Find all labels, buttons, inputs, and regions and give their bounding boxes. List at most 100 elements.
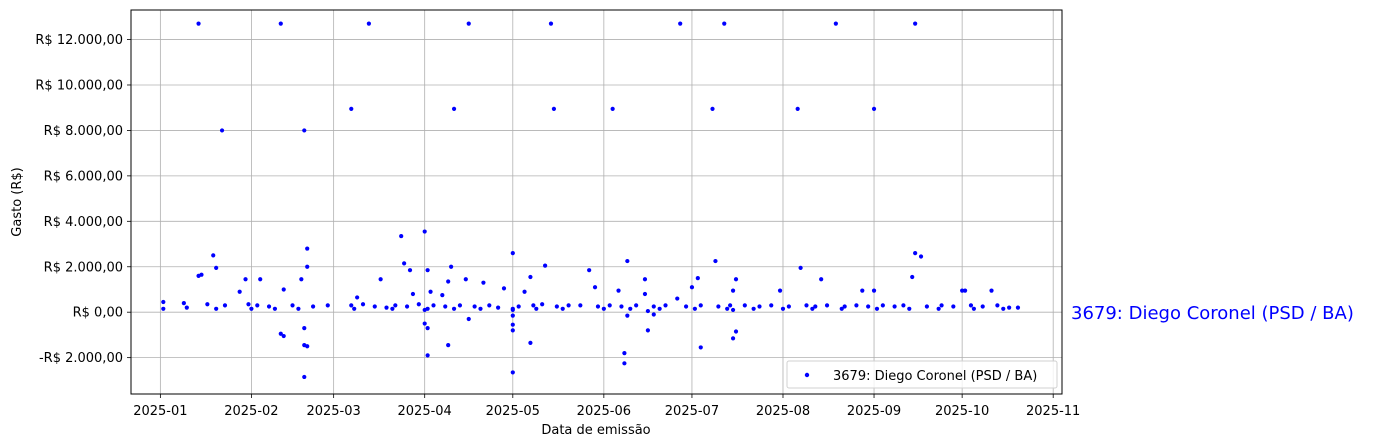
data-point	[410, 291, 416, 297]
plot-area	[130, 9, 1063, 395]
data-point	[622, 361, 627, 366]
data-point	[1007, 305, 1012, 310]
data-point	[428, 289, 433, 294]
data-point	[692, 306, 697, 311]
data-point	[487, 303, 492, 308]
series-side-label: 3679: Diego Coronel (PSD / BA)	[1071, 303, 1354, 324]
data-point	[971, 306, 976, 311]
data-point	[290, 303, 295, 308]
data-point	[399, 233, 404, 239]
data-point	[980, 304, 985, 309]
data-point	[543, 263, 548, 268]
data-point	[446, 343, 451, 348]
x-tick-label: 2025-01	[133, 404, 187, 419]
data-point	[246, 302, 251, 307]
data-point	[936, 306, 941, 311]
data-point	[522, 289, 527, 294]
data-point	[443, 304, 448, 309]
legend-box	[786, 360, 1058, 389]
data-point	[305, 246, 310, 251]
data-point	[675, 296, 680, 301]
x-tick-label: 2025-03	[306, 404, 360, 419]
data-point	[924, 304, 930, 309]
data-point	[601, 306, 606, 311]
x-tick-label: 2025-06	[577, 404, 631, 419]
data-point	[839, 306, 844, 311]
data-point	[425, 268, 430, 273]
data-point	[349, 303, 354, 308]
x-tick-label: 2025-07	[665, 404, 719, 419]
data-point	[795, 106, 800, 111]
data-point	[560, 306, 565, 311]
data-point	[616, 288, 621, 293]
data-point	[551, 106, 557, 111]
data-point	[258, 277, 263, 282]
data-point	[302, 128, 307, 133]
data-point	[874, 306, 880, 311]
data-point	[366, 21, 371, 26]
data-point	[951, 304, 956, 309]
data-point	[255, 303, 260, 308]
data-point	[384, 305, 389, 310]
data-point	[710, 106, 715, 111]
data-point	[237, 289, 242, 294]
x-tick-label: 2025-04	[398, 404, 452, 419]
y-axis-ticks: -R$ 2.000,00 R$ 0,00 R$ 2.000,00 R$ 4.000,0…	[35, 33, 131, 366]
data-point	[425, 353, 430, 358]
data-point	[913, 251, 918, 256]
data-point	[302, 374, 307, 380]
data-point	[733, 329, 739, 334]
data-point	[219, 128, 225, 133]
data-point	[683, 304, 689, 309]
data-point	[422, 229, 427, 234]
data-point	[478, 306, 483, 311]
data-point	[548, 21, 554, 26]
data-point	[854, 303, 859, 308]
data-point	[833, 21, 838, 26]
x-axis-ticks: 2025-01 2025-02 2025-03 2025-04 2025-05 2025-…	[133, 394, 1080, 419]
y-tick-label: R$ 2.000,00	[44, 260, 123, 275]
data-point	[540, 302, 545, 307]
data-point	[968, 303, 974, 308]
data-point	[642, 277, 648, 282]
legend-marker	[804, 372, 810, 378]
data-point	[587, 268, 592, 273]
data-point	[181, 301, 186, 306]
data-point	[595, 304, 601, 309]
data-point	[566, 303, 571, 308]
data-point	[880, 303, 885, 308]
data-point	[510, 313, 515, 318]
data-point	[222, 303, 228, 308]
data-point	[281, 287, 286, 292]
data-point	[730, 307, 736, 313]
data-point	[769, 303, 774, 308]
data-point	[440, 293, 445, 298]
data-point	[446, 279, 451, 284]
data-point	[516, 304, 521, 309]
data-point	[651, 312, 656, 317]
data-point	[689, 285, 695, 290]
data-points	[161, 21, 1021, 380]
y-tick-label: R$ 6.000,00	[44, 169, 123, 184]
data-point	[625, 313, 630, 318]
data-point	[871, 106, 877, 111]
legend-label: 3679: Diego Coronel (PSD / BA)	[833, 369, 1037, 384]
data-point	[407, 268, 413, 273]
data-point	[804, 303, 809, 308]
data-point	[161, 306, 166, 311]
data-point	[184, 305, 189, 310]
data-point	[281, 333, 286, 339]
data-point	[393, 303, 398, 308]
data-point	[645, 308, 650, 314]
data-point	[310, 304, 316, 309]
data-point	[214, 265, 219, 270]
data-point	[989, 288, 994, 293]
data-point	[634, 303, 639, 308]
data-point	[510, 370, 515, 375]
data-point	[910, 274, 915, 280]
data-point	[907, 306, 912, 311]
data-point	[431, 303, 436, 308]
data-point	[860, 288, 865, 293]
data-point	[939, 303, 944, 308]
data-point	[698, 345, 703, 350]
